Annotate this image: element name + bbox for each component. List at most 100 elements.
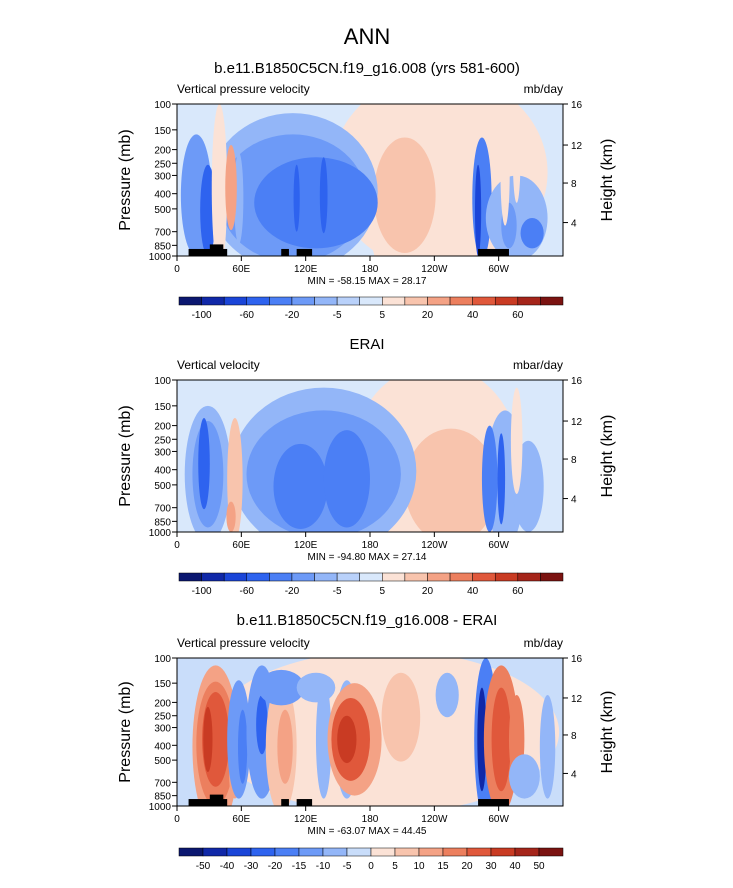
contour-region [373,137,436,253]
colorbar-swatch [226,847,252,857]
colorbar-swatch [246,572,270,582]
y-tick-label: 850 [154,792,171,803]
y-tick-label: 700 [154,504,171,515]
colorbar-swatch [466,847,492,857]
colorbar-swatch [314,572,338,582]
colorbar-swatch [404,572,428,582]
land-mask [296,799,313,806]
colorbar-swatch [517,296,541,306]
colorbar-label: 40 [467,310,479,321]
colorbar-swatch [359,296,383,306]
colorbar-label: 0 [368,861,374,872]
colorbar-label: 50 [533,861,545,872]
colorbar-swatch [449,572,473,582]
colorbar-label: 5 [380,586,386,597]
contour-field [177,658,563,806]
y-tick-label: 300 [154,724,171,735]
colorbar-swatch [427,572,451,582]
y-tick-label: 250 [154,159,171,170]
x-tick-label: 60W [488,540,509,551]
colorbar-label: -15 [292,861,307,872]
colorbar-swatch [178,847,204,857]
colorbar-swatch [269,296,293,306]
colorbar-label: -100 [192,586,212,597]
x-tick-label: 120W [421,264,448,275]
contour-region [474,164,482,256]
colorbar-label: -10 [316,861,331,872]
colorbar-label: 5 [380,310,386,321]
contour-region [200,164,216,256]
y-tick-label: 100 [154,376,171,387]
colorbar-swatch [540,296,564,306]
contour-region [381,672,421,762]
colorbar-label: -5 [333,310,342,321]
contour-region [491,687,511,792]
contour-region [296,672,336,703]
y-tick-label: 250 [154,712,171,723]
contour-region [198,418,210,510]
y-tick-label: 700 [154,228,171,239]
colorbar-swatch [540,572,564,582]
contour-region [256,695,268,755]
colorbar-swatch [494,572,519,582]
y-tick-label: 500 [154,481,171,492]
colorbar-swatch [538,847,564,857]
colorbar-label: -60 [240,586,255,597]
colorbar-swatch [291,572,315,582]
contour-region [481,425,498,532]
y2-tick-label: 8 [571,455,577,466]
contour-region [497,433,506,525]
contour-field [177,104,563,256]
y2-tick-label: 4 [571,769,577,780]
colorbar-swatch [346,847,372,857]
colorbar-swatch [490,847,516,857]
y2-tick-label: 12 [571,694,583,705]
colorbar-swatch [336,296,360,306]
y-tick-label: 150 [154,679,171,690]
y2-tick-label: 4 [571,219,577,230]
x-tick-label: 60W [488,814,509,825]
y-tick-label: 100 [154,100,171,111]
contour-region [520,218,544,249]
colorbar-label: 40 [467,586,479,597]
colorbar-swatch [370,847,396,857]
colorbar-label: -5 [333,586,342,597]
colorbar-label: -60 [240,310,255,321]
colorbar-swatch [394,847,420,857]
x-tick-label: 120W [421,814,448,825]
colorbar-label: 20 [422,310,434,321]
contour-region [539,695,556,799]
contour-region [293,164,300,232]
colorbar-swatch [449,296,473,306]
y2-tick-label: 8 [571,179,577,190]
y2-tick-label: 16 [571,100,583,111]
colorbar-swatch [223,296,248,306]
colorbar-label: -50 [196,861,211,872]
y2-tick-label: 12 [571,141,583,152]
colorbar-label: 40 [509,861,521,872]
y-tick-label: 500 [154,756,171,767]
y-axis-title: Pressure (mb) [117,129,134,230]
y2-tick-label: 12 [571,417,583,428]
contour-region [277,709,293,784]
units-label: mbar/day [513,358,563,372]
land-mask [478,248,509,256]
colorbar-swatch [223,572,248,582]
y-tick-label: 850 [154,517,171,528]
variable-label: Vertical pressure velocity [177,82,310,96]
y-tick-label: 150 [154,126,171,137]
colorbar-label: 20 [422,586,434,597]
y-tick-label: 1000 [149,802,172,813]
units-label: mb/day [524,82,563,96]
y2-tick-label: 8 [571,731,577,742]
y2-axis-title: Height (km) [599,415,616,498]
contour-region [510,387,523,494]
variable-label: Vertical velocity [177,358,260,372]
contour-region [500,119,510,226]
x-tick-label: 60E [232,814,250,825]
colorbar-label: 60 [512,310,524,321]
colorbar-label: -5 [343,861,352,872]
colorbar-swatch [178,572,202,582]
y-tick-label: 400 [154,466,171,477]
colorbar-swatch [418,847,444,857]
